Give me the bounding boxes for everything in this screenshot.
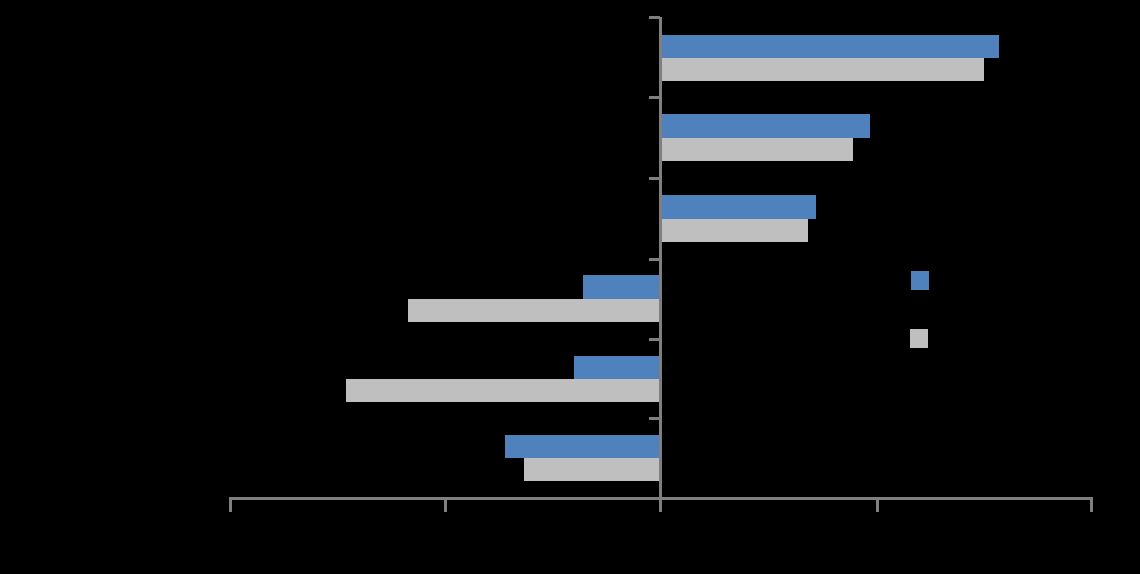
bar-group6-gray [524,458,660,481]
y-axis-line [659,17,662,500]
bar-group1-blue [660,35,999,58]
x-axis-tick-4 [876,500,879,512]
bar-group2-blue [660,114,870,138]
x-axis-line [229,497,1093,500]
x-axis-tick-5 [1090,500,1093,512]
y-axis-tick-5 [649,338,660,341]
x-axis-tick-1 [229,500,232,512]
y-axis-tick-3 [649,177,660,180]
y-axis-tick-6 [649,417,660,420]
bar-group3-blue [660,195,816,219]
y-axis-tick-1 [649,16,660,19]
bar-group4-gray [408,299,660,322]
bar-group5-blue [574,356,660,379]
bar-group3-gray [660,219,808,242]
y-axis-tick-2 [649,96,660,99]
bar-group2-gray [660,138,853,161]
x-axis-tick-2 [444,500,447,512]
bar-group1-gray [660,58,984,81]
bar-group6-blue [505,435,660,458]
legend-swatch-gray [910,329,928,348]
bar-group4-blue [583,275,660,299]
legend-swatch-blue [911,271,929,290]
y-axis-tick-4 [649,258,660,261]
x-axis-tick-3 [659,500,662,512]
bar-group5-gray [346,379,660,402]
